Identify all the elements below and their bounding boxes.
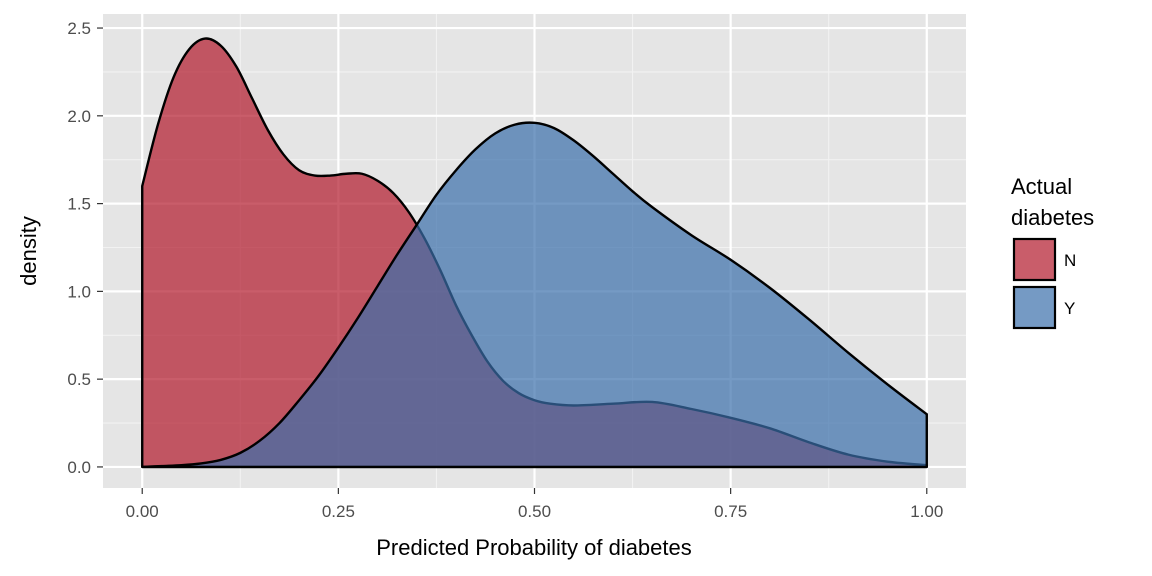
density-areas bbox=[141, 37, 928, 469]
legend-swatch-N bbox=[1012, 237, 1057, 282]
legend-title-line-2: diabetes bbox=[1011, 205, 1094, 230]
x-tick-label: 0.75 bbox=[714, 502, 747, 521]
y-tick-label: 0.5 bbox=[67, 370, 91, 389]
x-axis: 0.00 0.25 0.50 0.75 1.00 bbox=[126, 488, 943, 521]
legend-label-Y: Y bbox=[1064, 299, 1075, 318]
y-tick-label: 1.5 bbox=[67, 195, 91, 214]
y-axis-title: density bbox=[16, 216, 41, 286]
x-tick-label: 0.00 bbox=[126, 502, 159, 521]
x-tick-label: 0.50 bbox=[518, 502, 551, 521]
density-area-Y bbox=[141, 121, 928, 469]
legend: Actual diabetes NY bbox=[1011, 174, 1094, 330]
legend-items: NY bbox=[1012, 237, 1076, 330]
y-tick-label: 0.0 bbox=[67, 458, 91, 477]
x-tick-label: 0.25 bbox=[322, 502, 355, 521]
y-axis: 0.0 0.5 1.0 1.5 2.0 2.5 bbox=[67, 19, 103, 477]
legend-swatch-Y bbox=[1012, 285, 1057, 330]
y-tick-label: 2.5 bbox=[67, 19, 91, 38]
y-tick-label: 2.0 bbox=[67, 107, 91, 126]
x-axis-title: Predicted Probability of diabetes bbox=[376, 535, 692, 560]
legend-label-N: N bbox=[1064, 251, 1076, 270]
y-tick-label: 1.0 bbox=[67, 282, 91, 301]
legend-title-line-1: Actual bbox=[1011, 174, 1072, 199]
x-tick-label: 1.00 bbox=[910, 502, 943, 521]
